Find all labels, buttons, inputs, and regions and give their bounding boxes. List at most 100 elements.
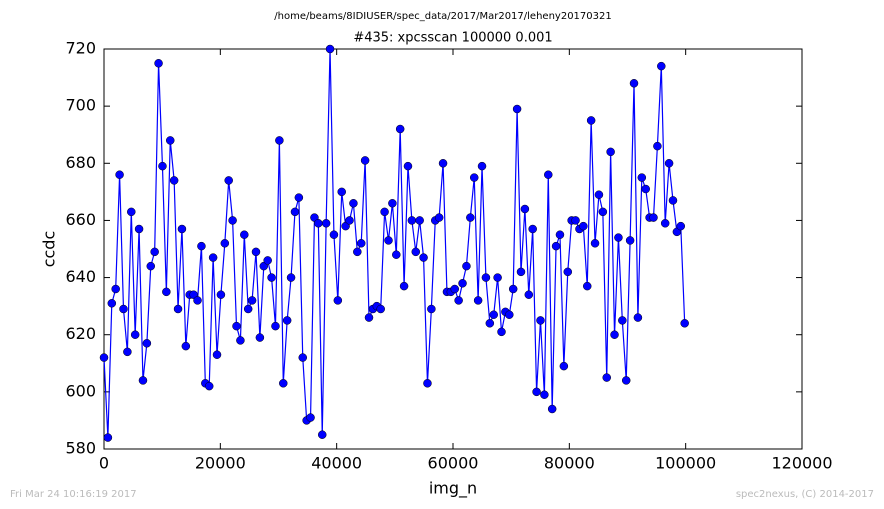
data-point [220, 239, 230, 248]
data-point [173, 304, 183, 314]
data-point [625, 236, 635, 245]
data-point [271, 321, 280, 331]
y-tick-label: 700 [65, 96, 96, 115]
y-tick-label: 580 [65, 439, 96, 458]
data-point [473, 296, 483, 305]
data-point [236, 336, 245, 345]
data-point [524, 290, 534, 299]
data-point [633, 313, 643, 322]
data-point [516, 267, 526, 277]
data-point [454, 296, 463, 305]
data-point [127, 207, 136, 217]
data-point [130, 330, 140, 339]
data-point [505, 310, 514, 319]
data-point [392, 250, 401, 259]
data-point [657, 61, 666, 71]
data-point [107, 299, 117, 308]
data-point [563, 267, 573, 277]
data-point [602, 373, 611, 382]
x-tick-label: 20000 [195, 454, 246, 473]
data-point [138, 376, 148, 385]
data-point [282, 316, 292, 325]
data-point [551, 241, 561, 251]
data-point [146, 261, 156, 271]
data-point [497, 327, 506, 337]
data-point [668, 196, 678, 205]
data-point [415, 216, 424, 225]
data-point [267, 273, 276, 282]
data-point [598, 207, 608, 217]
x-tick-label: 0 [99, 454, 109, 473]
data-point [547, 404, 557, 414]
data-point [403, 161, 413, 171]
data-point [594, 190, 604, 199]
data-point [228, 216, 237, 225]
data-point [582, 281, 592, 291]
data-point [610, 330, 619, 339]
data-point [255, 333, 265, 342]
data-point [317, 430, 327, 439]
data-point [286, 273, 296, 282]
data-point [380, 207, 389, 217]
data-point [450, 284, 459, 294]
data-point [224, 176, 233, 185]
data-point [489, 310, 498, 319]
data-point [314, 219, 323, 228]
data-point [434, 213, 444, 222]
data-point [119, 304, 128, 314]
data-point [243, 304, 253, 314]
data-point [544, 170, 553, 179]
data-point [520, 204, 530, 214]
data-line [103, 48, 686, 438]
data-point [477, 161, 487, 171]
data-point [664, 159, 674, 168]
data-point [134, 224, 144, 234]
data-point [216, 290, 226, 299]
data-point [356, 239, 366, 248]
data-point [423, 379, 432, 388]
data-point [232, 321, 241, 331]
data-point [177, 224, 187, 234]
x-tick-label: 100000 [655, 454, 716, 473]
data-point [329, 230, 339, 239]
data-point [540, 390, 549, 399]
data-point [559, 361, 569, 371]
data-point [458, 279, 467, 288]
data-point [345, 216, 354, 225]
y-tick-label: 680 [65, 153, 96, 172]
data-point [586, 116, 596, 125]
data-point [337, 187, 346, 197]
x-axis-label: img_n [429, 479, 477, 499]
data-point [197, 241, 206, 251]
x-tick-label: 60000 [428, 454, 479, 473]
data-point [481, 273, 491, 282]
data-point [629, 79, 639, 88]
data-point [306, 413, 315, 422]
x-tick-label: 80000 [544, 454, 595, 473]
data-point [290, 207, 300, 217]
data-point [360, 156, 370, 165]
y-tick-label: 620 [65, 324, 96, 343]
footer-left: Fri Mar 24 10:16:19 2017 [10, 489, 137, 500]
data-point [298, 353, 308, 362]
data-point [388, 199, 397, 208]
data-point [325, 44, 335, 54]
data-point [466, 213, 475, 222]
chart-title: #435: xpcsscan 100000 0.001 [353, 31, 552, 46]
data-point [181, 341, 191, 351]
data-point [555, 230, 565, 239]
y-tick-label: 600 [65, 381, 96, 400]
data-point [427, 304, 436, 314]
data-point [364, 313, 374, 322]
data-point [637, 173, 647, 182]
data-point [680, 319, 689, 328]
data-point [294, 193, 304, 202]
data-point [399, 281, 409, 291]
data-point [275, 136, 284, 145]
data-point [618, 316, 627, 325]
data-point [508, 284, 518, 294]
data-point [653, 141, 662, 151]
data-point [154, 59, 163, 68]
data-point [532, 387, 541, 397]
